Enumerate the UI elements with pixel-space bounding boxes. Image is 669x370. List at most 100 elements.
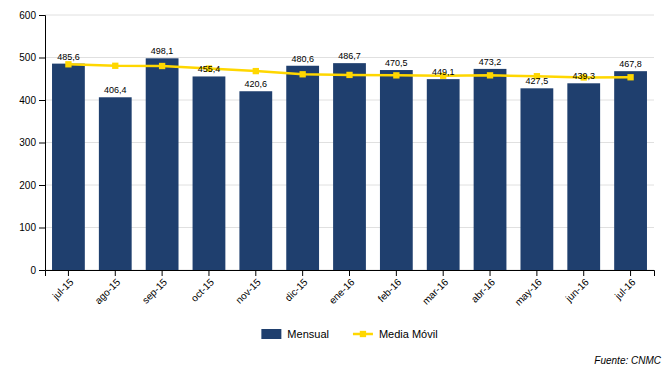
- legend-item: Mensual: [261, 328, 329, 340]
- data-label: 427,5: [526, 76, 549, 86]
- tick-mark: [490, 270, 491, 276]
- tick: may-16: [513, 270, 545, 308]
- marker: [487, 72, 493, 78]
- tick-label: 400: [19, 95, 36, 106]
- markers: [65, 61, 633, 81]
- marker: [65, 61, 71, 67]
- tick-mark: [39, 228, 45, 229]
- tick-label: dic-15: [283, 276, 310, 303]
- tick: jun-16: [563, 270, 591, 305]
- axis-line: [39, 16, 46, 271]
- bar-series: [52, 58, 647, 270]
- tick: 500: [19, 52, 45, 63]
- tick-label: 300: [19, 137, 36, 148]
- legend-item: Media Móvil: [353, 328, 438, 340]
- legend-label: Media Móvil: [379, 328, 438, 340]
- y-axis: 0 100 200 300 400 500 600: [19, 10, 45, 276]
- data-label: 439,3: [572, 71, 595, 81]
- x-axis: jul-15 ago-15 sep-15 oct-15 nov-15 dic-15 ene-…: [46, 270, 655, 308]
- tick-label: mar-16: [420, 276, 450, 306]
- bar: [567, 83, 600, 270]
- marker: [112, 63, 118, 69]
- tick-label: ago-15: [93, 276, 123, 306]
- data-label: 455,4: [198, 64, 221, 74]
- tick-mark: [536, 270, 537, 276]
- tick-label: 600: [19, 10, 36, 21]
- tick-label: 500: [19, 52, 36, 63]
- tick-mark: [443, 270, 444, 276]
- tick-mark: [583, 270, 584, 276]
- bar: [193, 76, 226, 270]
- tick-label: feb-16: [376, 276, 404, 304]
- tick: jul-15: [50, 270, 76, 302]
- data-label: 467,8: [619, 59, 642, 69]
- tick-mark: [115, 270, 116, 276]
- annotation: Fuente: CNMC: [594, 355, 661, 366]
- data-label: 480,6: [291, 54, 314, 64]
- bar: [380, 70, 413, 270]
- tick: 200: [19, 180, 45, 191]
- marker: [299, 71, 305, 77]
- axis-line: [46, 271, 655, 277]
- tick: dic-15: [283, 270, 310, 303]
- bar: [614, 71, 647, 270]
- legend-label: Mensual: [287, 328, 329, 340]
- bar: [520, 88, 553, 270]
- data-label: 498,1: [151, 46, 174, 56]
- bar: [333, 63, 366, 270]
- tick-label: jun-16: [563, 276, 591, 304]
- tick-mark: [396, 270, 397, 276]
- marker: [627, 74, 633, 80]
- grid-line: [45, 15, 654, 16]
- tick-label: 0: [30, 265, 36, 276]
- tick-mark: [255, 270, 256, 276]
- tick-mark: [39, 270, 45, 271]
- marker: [253, 68, 259, 74]
- tick: sep-15: [140, 270, 170, 306]
- tick-mark: [39, 185, 45, 186]
- tick: abr-16: [469, 270, 498, 305]
- tick-mark: [349, 270, 350, 276]
- plot: 485,6406,4498,1455,4420,6480,6486,7470,5…: [19, 10, 654, 308]
- tick-mark: [162, 270, 163, 276]
- marker: [393, 72, 399, 78]
- tick-label: nov-15: [233, 276, 263, 306]
- tick-label: may-16: [513, 276, 545, 308]
- bar: [474, 69, 507, 270]
- data-label: 486,7: [338, 51, 361, 61]
- tick: mar-16: [420, 270, 450, 307]
- chart: 485,6406,4498,1455,4420,6480,6486,7470,5…: [0, 0, 669, 370]
- tick: ene-16: [327, 270, 357, 306]
- bar: [146, 58, 179, 270]
- tick: feb-16: [376, 270, 404, 304]
- tick-label: oct-15: [189, 276, 217, 304]
- bar: [52, 64, 85, 270]
- tick-mark: [39, 143, 45, 144]
- legend: Mensual Media Móvil: [261, 328, 437, 340]
- tick: 300: [19, 137, 45, 148]
- tick: 400: [19, 95, 45, 106]
- tick-mark: [302, 270, 303, 276]
- tick-label: abr-16: [469, 276, 498, 305]
- data-label: 473,2: [479, 57, 502, 67]
- tick-mark: [630, 270, 631, 276]
- tick-label: ene-16: [327, 276, 357, 306]
- data-label: 420,6: [245, 79, 268, 89]
- tick: 600: [19, 10, 45, 21]
- tick-label: jul-15: [50, 276, 76, 302]
- tick: 100: [19, 222, 45, 233]
- tick: jul-16: [612, 270, 638, 302]
- tick: oct-15: [189, 270, 217, 304]
- tick-label: 100: [19, 222, 36, 233]
- marker: [159, 63, 165, 69]
- grid: [45, 15, 654, 270]
- data-label: 470,5: [385, 58, 408, 68]
- tick-mark: [39, 58, 45, 59]
- tick-label: 200: [19, 180, 36, 191]
- legend-marker: [360, 331, 366, 337]
- tick: 0: [30, 265, 45, 276]
- tick-label: jul-16: [612, 276, 638, 302]
- data-label: 449,1: [432, 67, 455, 77]
- data-labels: 485,6406,4498,1455,4420,6480,6486,7470,5…: [57, 46, 642, 95]
- bar: [99, 97, 132, 270]
